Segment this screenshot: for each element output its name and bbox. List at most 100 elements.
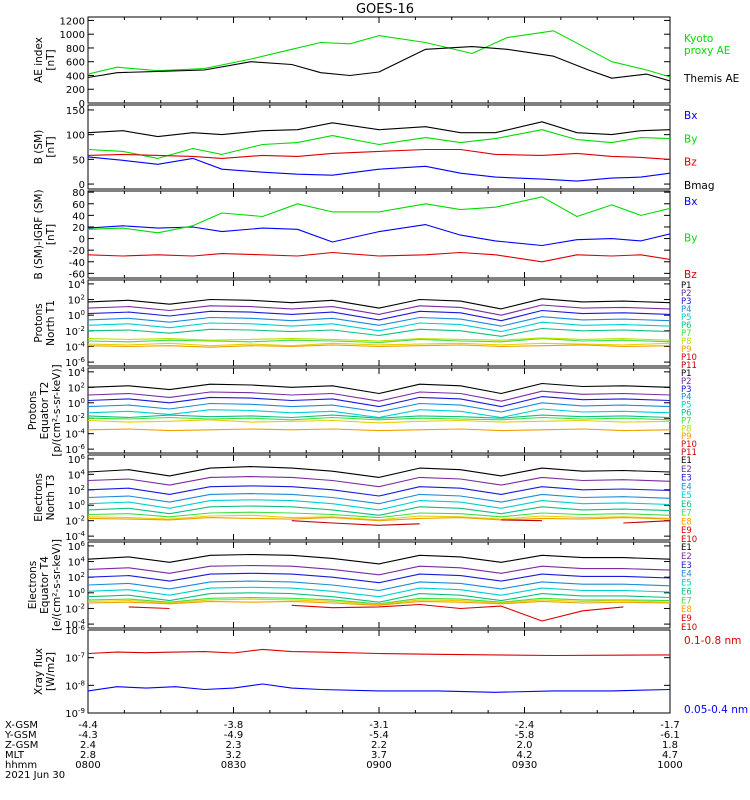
series-line-p1 bbox=[88, 382, 670, 395]
y-axis-label: B (SM)-IGRF (SM) bbox=[33, 189, 45, 279]
legend-entry: E7 bbox=[681, 509, 692, 519]
y-tick-label: 50 bbox=[72, 155, 85, 166]
series-line-e4 bbox=[88, 580, 670, 592]
y-tick-label: -40 bbox=[69, 258, 85, 269]
panel-frame bbox=[87, 279, 671, 367]
y-tick-label: 20 bbox=[72, 223, 85, 234]
legend-entry: P3 bbox=[681, 297, 692, 307]
legend-entry: E10 bbox=[681, 623, 697, 633]
time-axis-value: -3.8 bbox=[224, 720, 244, 731]
legend-entry: 0.05-0.4 nm bbox=[684, 704, 748, 716]
series-line-p3 bbox=[88, 309, 670, 322]
y-axis-label: [nT] bbox=[45, 49, 57, 70]
y-tick-label: 150 bbox=[66, 106, 85, 117]
time-axis-row-label: Z-GSM bbox=[5, 740, 38, 751]
y-tick-label: 200 bbox=[66, 85, 85, 96]
legend-entry: P11 bbox=[681, 448, 697, 458]
time-axis-value: -2.4 bbox=[515, 720, 535, 731]
legend-entry: By bbox=[684, 233, 697, 245]
time-axis-value: -4.3 bbox=[78, 730, 98, 741]
y-axis-label: Electrons bbox=[33, 473, 45, 522]
y-tick-label: -60 bbox=[69, 269, 85, 280]
y-tick-label: -20 bbox=[69, 246, 85, 257]
legend-entry: P6 bbox=[681, 409, 692, 419]
time-axis-row-label: Y-GSM bbox=[4, 730, 37, 741]
legend-entry: Bx bbox=[684, 196, 697, 208]
legend-entry: P8 bbox=[681, 424, 692, 434]
time-axis-row-label: hhmm bbox=[5, 760, 37, 771]
time-axis-value: 2.3 bbox=[226, 740, 242, 751]
panel-frame bbox=[87, 104, 671, 190]
y-axis-label: North T1 bbox=[45, 300, 57, 346]
time-axis-value: 1.8 bbox=[662, 740, 678, 751]
legend-entry: E8 bbox=[681, 517, 692, 527]
y-tick-label: 102 bbox=[68, 484, 85, 497]
series-line-by bbox=[88, 196, 670, 234]
y-tick-label: 106 bbox=[68, 453, 86, 466]
series-line-p5 bbox=[88, 321, 670, 333]
legend-entry: E6 bbox=[681, 500, 692, 510]
series-group bbox=[88, 196, 670, 263]
series-line-e8 bbox=[88, 514, 670, 521]
y-tick-label: 1000 bbox=[60, 30, 85, 41]
series-line-e3 bbox=[88, 485, 670, 497]
series-group bbox=[88, 553, 670, 622]
time-axis-value: 4.7 bbox=[662, 750, 678, 761]
legend-entry: E9 bbox=[681, 526, 692, 536]
series-line-bz bbox=[88, 251, 670, 263]
y-tick-label: 0 bbox=[79, 235, 85, 246]
series-group bbox=[88, 382, 670, 432]
y-tick-label: 400 bbox=[66, 71, 85, 82]
legend-entry: E5 bbox=[681, 491, 692, 501]
series-line-e8 bbox=[88, 598, 670, 606]
legend-entry: P4 bbox=[681, 305, 692, 315]
panel-1: 0 200 400 600 800 1000 1200 AE index [nT] Kyotopr… bbox=[33, 16, 739, 110]
y-axis-label: Equator T2 bbox=[39, 382, 51, 440]
legend-entry: Bz bbox=[684, 269, 697, 281]
time-axis-value: -3.1 bbox=[369, 720, 389, 731]
y-axis-label: Xray flux bbox=[33, 648, 45, 695]
legend: Bx By Bz bbox=[684, 196, 697, 281]
legend-entry: P7 bbox=[681, 416, 692, 426]
legend-entry: P1 bbox=[681, 369, 692, 379]
series-line-e4 bbox=[88, 493, 670, 505]
time-axis-value: -6.1 bbox=[660, 730, 680, 741]
legend-entry: E7 bbox=[681, 596, 692, 606]
y-tick-label: 10-7 bbox=[65, 652, 85, 665]
y-tick-label: 0 bbox=[79, 180, 85, 191]
y-tick-label: 10-2 bbox=[65, 515, 85, 528]
y-tick-label: 102 bbox=[68, 571, 85, 584]
y-tick-label: 102 bbox=[68, 381, 85, 394]
time-axis-row-label: MLT bbox=[5, 750, 25, 761]
legend: 0.1-0.8 nm 0.05-0.4 nm bbox=[684, 635, 748, 716]
time-axis-value: 3.2 bbox=[226, 750, 242, 761]
legend-entry: Bmag bbox=[684, 180, 715, 192]
y-axis-label: [e/(cm²-s-sr-keV)] bbox=[51, 539, 63, 631]
time-axis-row-label: X-GSM bbox=[5, 720, 38, 731]
y-axis-label: [nT] bbox=[45, 224, 57, 245]
legend-entry: P2 bbox=[681, 289, 692, 299]
panel-frame bbox=[87, 16, 671, 104]
panel-frame bbox=[87, 190, 671, 279]
legend-entry: P8 bbox=[681, 337, 692, 347]
legend-entry: P9 bbox=[681, 432, 692, 442]
legend-entry: P5 bbox=[681, 401, 692, 411]
y-tick-label: 104 bbox=[68, 366, 86, 379]
y-tick-label: 102 bbox=[68, 294, 85, 307]
y-tick-label: 1200 bbox=[60, 16, 85, 27]
legend-entry: P10 bbox=[681, 440, 697, 450]
legend-entry: Themis AE bbox=[683, 73, 739, 85]
time-axis-value: -5.8 bbox=[515, 730, 535, 741]
y-tick-label: 100 bbox=[68, 499, 85, 512]
y-tick-label: 10-4 bbox=[65, 428, 85, 441]
series-line-bz bbox=[88, 148, 670, 160]
series-line-e1 bbox=[88, 466, 670, 478]
legend-entry: E3 bbox=[681, 561, 692, 571]
legend: Bx By Bz Bmag bbox=[684, 110, 715, 192]
legend-entry: P10 bbox=[681, 353, 697, 363]
